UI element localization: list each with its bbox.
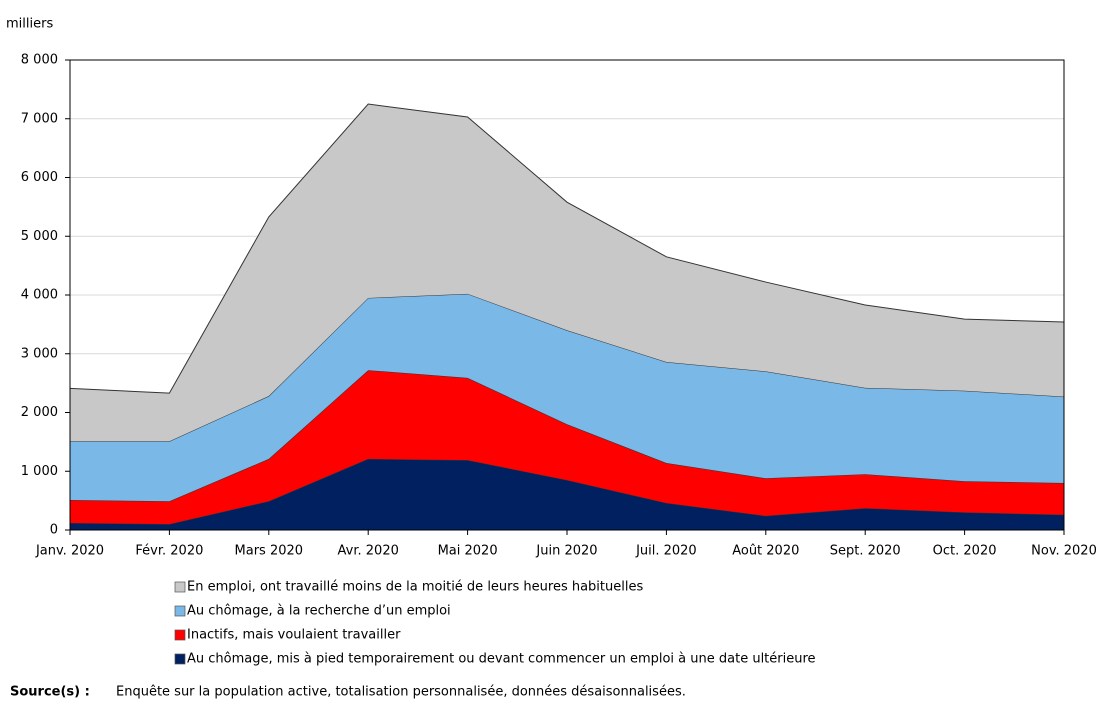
x-tick-label: Juin 2020 [535, 544, 597, 559]
area [70, 370, 1064, 525]
area [70, 104, 1064, 442]
y-tick-label: 0 [50, 523, 58, 538]
x-tick-label: Févr. 2020 [135, 544, 203, 559]
x-tick-label: Mai 2020 [438, 544, 498, 559]
x-tick-label: Nov. 2020 [1031, 544, 1097, 559]
source-label: Source(s) : [10, 685, 90, 700]
y-axis-unit: milliers [6, 17, 53, 32]
y-tick-label: 1 000 [21, 464, 58, 479]
source-text: Enquête sur la population active, totali… [116, 685, 686, 700]
y-tick-label: 7 000 [21, 111, 58, 126]
x-tick-label: Janv. 2020 [35, 544, 104, 559]
legend-swatch [174, 629, 186, 641]
legend-label: Au chômage, mis à pied temporairement ou… [187, 652, 816, 667]
x-tick-label: Avr. 2020 [338, 544, 399, 559]
legend-label: En emploi, ont travaillé moins de la moi… [187, 580, 643, 595]
y-tick-label: 3 000 [21, 346, 58, 361]
x-tick-label: Juil. 2020 [635, 544, 697, 559]
y-tick-label: 5 000 [21, 229, 58, 244]
y-tick-label: 4 000 [21, 288, 58, 303]
legend-swatch [174, 653, 186, 665]
legend-label: Inactifs, mais voulaient travailler [187, 628, 401, 643]
y-tick-label: 2 000 [21, 405, 58, 420]
x-tick-label: Oct. 2020 [933, 544, 997, 559]
area-edge [69, 103, 1065, 394]
area [70, 293, 1064, 502]
legend-swatch [174, 605, 186, 617]
y-tick-label: 6 000 [21, 170, 58, 185]
x-tick-label: Août 2020 [732, 544, 799, 559]
legend-swatch [174, 581, 186, 593]
y-tick-label: 8 000 [21, 53, 58, 68]
legend-label: Au chômage, à la recherche d’un emploi [187, 604, 451, 619]
x-tick-label: Mars 2020 [235, 544, 304, 559]
x-tick-label: Sept. 2020 [830, 544, 901, 559]
